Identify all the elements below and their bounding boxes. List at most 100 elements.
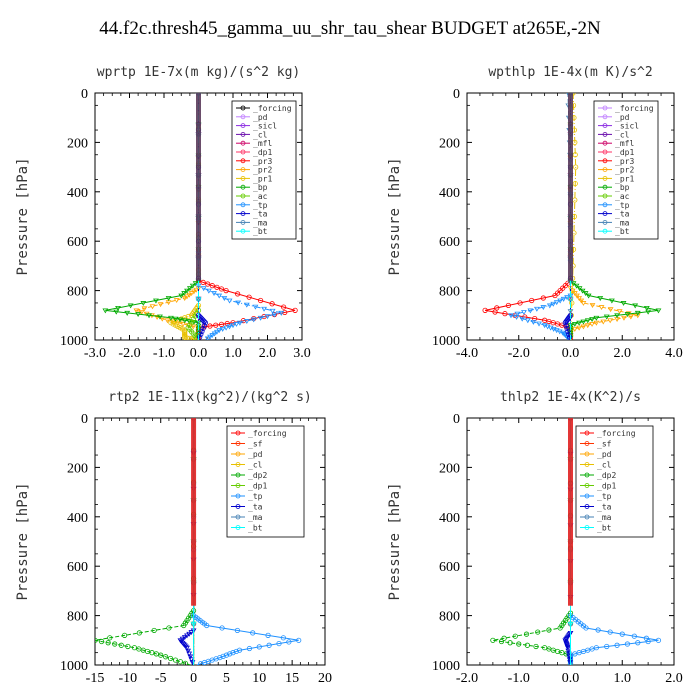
x-tick-label: -2.0 [118,346,140,361]
legend-entry: _dp1 [253,148,272,157]
legend-entry: _bt [597,524,612,533]
y-tick-label: 0 [453,87,460,102]
x-tick-label: 1.0 [614,671,632,686]
y-tick-label: 800 [439,610,460,625]
legend-entry: _pd [248,450,263,459]
series-marker [226,298,233,304]
x-tick-label: -1.0 [153,346,175,361]
series-marker [146,313,152,319]
series-marker [540,295,546,301]
series-marker [220,653,226,659]
series-marker [589,322,595,327]
series-marker [164,318,171,324]
x-tick-label: 10 [252,671,266,686]
series-marker [227,651,233,657]
legend-entry: _tp [597,492,612,501]
series-marker [172,657,179,663]
legend-marker [240,211,246,217]
series-marker [557,625,563,631]
series-marker [157,314,163,320]
legend-entry: _forcing [248,429,287,438]
series-marker [614,642,620,648]
series-marker [546,627,552,633]
legend-entry: _forcing [253,104,292,113]
legend-entry: _mfl [253,139,272,148]
page-title: 44.f2c.thresh45_gamma_uu_shr_tau_shear B… [99,18,601,39]
series-marker [621,315,627,321]
legend-entry: _cl [248,461,263,470]
series-marker [207,323,213,329]
series-marker [593,320,600,326]
y-tick-label: 1000 [60,334,88,349]
series-marker [627,314,634,320]
x-tick-label: 2.0 [614,346,632,361]
legend-marker [235,514,241,520]
legend-entry: _ma [597,513,612,522]
series-marker [167,315,174,321]
legend-marker [602,131,608,137]
zero-profile-band [196,93,201,281]
legend-marker [235,493,241,499]
series-marker [209,283,215,289]
legend-entry: _sicl [615,122,639,131]
series-marker [118,642,124,648]
series-marker [524,642,530,648]
y-tick-label: 400 [67,186,88,201]
series-marker [266,642,272,648]
series-marker [580,324,587,330]
series-marker [182,660,188,665]
series-marker [221,296,228,301]
legend-entry: _dp2 [597,471,616,480]
y-axis-label: Pressure [hPa] [387,482,403,600]
legend-entry: _bp [615,183,630,192]
series-marker [508,313,514,319]
series-marker [213,322,219,328]
series-marker [224,320,230,327]
series-marker [502,311,508,317]
series-marker [226,324,233,330]
series-marker [200,286,207,292]
legend-entry: _ma [615,218,630,227]
legend-marker [584,483,590,488]
series-marker [616,309,623,315]
x-tick-label: 3.0 [293,346,311,361]
y-tick-label: 0 [453,412,460,427]
series-marker [246,645,253,652]
series-marker [223,287,229,294]
series-marker [576,286,583,292]
legend-marker [240,149,246,155]
series-marker [572,180,578,187]
series-marker [151,627,157,634]
chart-title: rtp2 1E-11x(kg^2)/(kg^2 s) [108,390,312,405]
series-marker [257,315,264,321]
series-marker [569,288,576,294]
legend-entry: _dp1 [615,148,634,157]
legend-entry: _bt [253,227,268,236]
legend-entry: _sf [597,440,612,449]
series-marker [269,301,275,307]
series-marker [546,303,553,309]
plot-area [482,93,662,340]
series-marker [158,652,164,658]
series-marker [643,305,650,311]
legend-marker [235,451,241,457]
series-marker [190,319,197,325]
series-marker [214,284,220,290]
series-marker [204,336,211,340]
series-marker [257,297,264,304]
series-line [570,93,577,340]
series-marker [576,320,583,326]
series-marker [562,333,569,339]
series-marker [521,310,527,315]
series-marker [202,320,208,326]
series-marker [234,627,240,634]
series-marker [296,637,302,643]
x-tick-label: -3.0 [84,346,106,361]
series-marker [177,659,184,665]
series-marker [185,313,191,320]
series-marker [211,291,217,297]
legend-marker [240,193,246,199]
series-marker [505,302,511,309]
legend-marker [602,211,608,217]
